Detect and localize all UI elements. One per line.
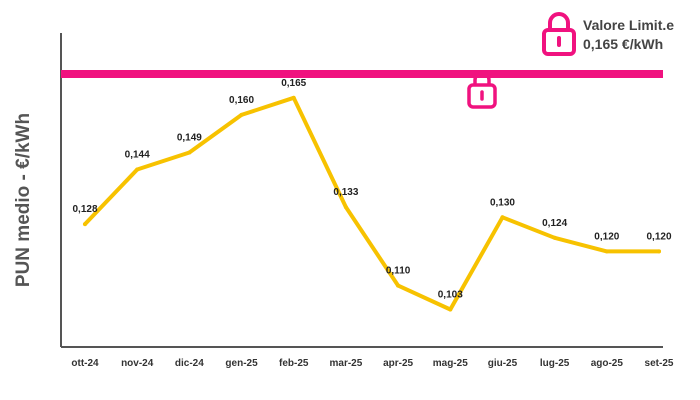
data-point bbox=[291, 95, 296, 100]
data-point bbox=[187, 150, 192, 155]
data-point bbox=[448, 307, 453, 312]
x-tick-label: mag-25 bbox=[433, 358, 468, 369]
limit-legend: Valore Limit.e 0,165 €/kWh bbox=[542, 10, 692, 60]
axes bbox=[60, 33, 663, 348]
series-layer bbox=[83, 95, 661, 312]
y-axis-label: PUN medio - €/kWh bbox=[13, 112, 34, 288]
x-tick-label: feb-25 bbox=[279, 358, 309, 369]
x-tick-label: giu-25 bbox=[488, 358, 518, 369]
series-line bbox=[83, 95, 661, 312]
data-point bbox=[657, 249, 661, 254]
data-label: 0,130 bbox=[490, 197, 515, 208]
x-tick-label: lug-25 bbox=[540, 358, 570, 369]
data-label: 0,120 bbox=[646, 231, 671, 242]
data-point bbox=[239, 112, 244, 117]
data-label: 0,133 bbox=[333, 187, 358, 198]
x-tick-label: apr-25 bbox=[383, 358, 413, 369]
data-label: 0,160 bbox=[229, 95, 254, 106]
x-tick-label: mar-25 bbox=[330, 358, 363, 369]
x-tick-label: set-25 bbox=[645, 358, 674, 369]
lock-icon bbox=[467, 71, 497, 109]
data-point bbox=[135, 167, 140, 172]
lock-icon bbox=[542, 12, 576, 56]
legend-value: 0,165 €/kWh bbox=[583, 36, 664, 52]
data-labels: 0,128 0,144 0,149 0,160 0,165 0,133 0,110 0,103… bbox=[72, 78, 671, 301]
data-point bbox=[343, 205, 348, 210]
x-tick-labels: ott-24 nov-24 dic-24 gen-25 feb-25 mar-25 apr-… bbox=[71, 358, 674, 369]
data-point bbox=[500, 215, 505, 220]
data-point bbox=[83, 222, 87, 227]
data-label: 0,120 bbox=[594, 231, 619, 242]
data-label: 0,149 bbox=[177, 132, 202, 143]
data-point bbox=[396, 283, 401, 288]
data-point bbox=[604, 249, 609, 254]
x-tick-label: gen-25 bbox=[225, 358, 258, 369]
data-label: 0,124 bbox=[542, 218, 567, 229]
x-tick-label: ago-25 bbox=[591, 358, 624, 369]
x-tick-label: ott-24 bbox=[71, 358, 99, 369]
x-tick-label: nov-24 bbox=[121, 358, 154, 369]
data-label: 0,110 bbox=[386, 266, 411, 277]
data-label: 0,165 bbox=[281, 78, 306, 89]
data-label: 0,103 bbox=[438, 289, 463, 300]
limit-layer bbox=[61, 69, 663, 109]
data-label: 0,144 bbox=[125, 150, 150, 161]
data-label: 0,128 bbox=[72, 204, 97, 215]
x-tick-label: dic-24 bbox=[175, 358, 204, 369]
data-point bbox=[552, 235, 557, 240]
legend-title: Valore Limit.e bbox=[583, 17, 675, 33]
